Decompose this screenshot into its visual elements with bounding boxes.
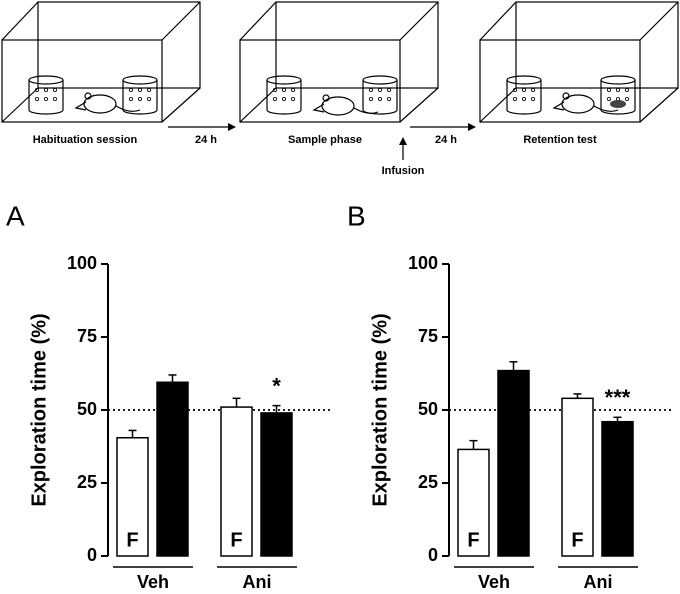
novel-object	[610, 100, 626, 108]
arrow-head	[228, 123, 236, 131]
bar	[260, 412, 293, 557]
y-tick-label: 100	[408, 253, 438, 273]
x-tick-label: Ani	[584, 572, 613, 592]
bar-label: N	[269, 529, 283, 551]
bar	[116, 436, 149, 557]
y-tick-label: 25	[77, 472, 97, 492]
stage-label: Retention test	[523, 134, 597, 146]
bar-label: N	[165, 529, 179, 551]
y-tick-label: 0	[87, 545, 97, 565]
object	[506, 75, 542, 115]
infusion-label: Infusion	[382, 165, 425, 177]
diagram: Habituation session Sample phase Retenti…	[1, 1, 679, 177]
x-tick-label: Ani	[243, 572, 272, 592]
panel-label: A	[6, 200, 25, 231]
bar	[601, 420, 634, 557]
bar-label: N	[506, 529, 520, 551]
bar-label: F	[467, 529, 479, 551]
y-tick-label: 50	[77, 399, 97, 419]
arena	[1, 1, 201, 123]
stage-label: Sample phase	[288, 134, 362, 146]
panel-label: B	[347, 200, 366, 231]
bar-label: F	[571, 529, 583, 551]
bar	[220, 406, 253, 557]
bar-label: F	[230, 529, 242, 551]
y-tick-label: 75	[77, 326, 97, 346]
x-tick-label: Veh	[478, 572, 510, 592]
y-tick-label: 100	[67, 253, 97, 273]
bar	[497, 369, 530, 557]
rat	[75, 92, 141, 114]
bar	[561, 397, 594, 557]
interval-label: 24 h	[435, 134, 457, 146]
y-axis-label: Exploration time (%)	[28, 313, 50, 506]
significance: *	[272, 373, 281, 398]
bar-label: N	[610, 529, 624, 551]
y-tick-label: 25	[418, 472, 438, 492]
x-tick-label: Veh	[137, 572, 169, 592]
object	[362, 75, 398, 115]
bar	[156, 381, 189, 557]
object	[122, 75, 158, 115]
y-axis-label: Exploration time (%)	[369, 313, 391, 506]
bar	[457, 448, 490, 557]
object	[28, 75, 64, 115]
bar-label: F	[126, 529, 138, 551]
y-tick-label: 75	[418, 326, 438, 346]
arrow-head	[468, 123, 476, 131]
arrow-head	[399, 137, 407, 145]
object	[600, 75, 636, 115]
arena	[479, 1, 679, 123]
significance: ***	[605, 385, 631, 410]
arena	[239, 1, 439, 123]
rat	[313, 94, 379, 116]
y-tick-label: 50	[418, 399, 438, 419]
y-tick-label: 0	[428, 545, 438, 565]
interval-label: 24 h	[195, 134, 217, 146]
object	[266, 75, 302, 115]
stage-label: Habituation session	[33, 134, 138, 146]
rat	[553, 92, 619, 114]
